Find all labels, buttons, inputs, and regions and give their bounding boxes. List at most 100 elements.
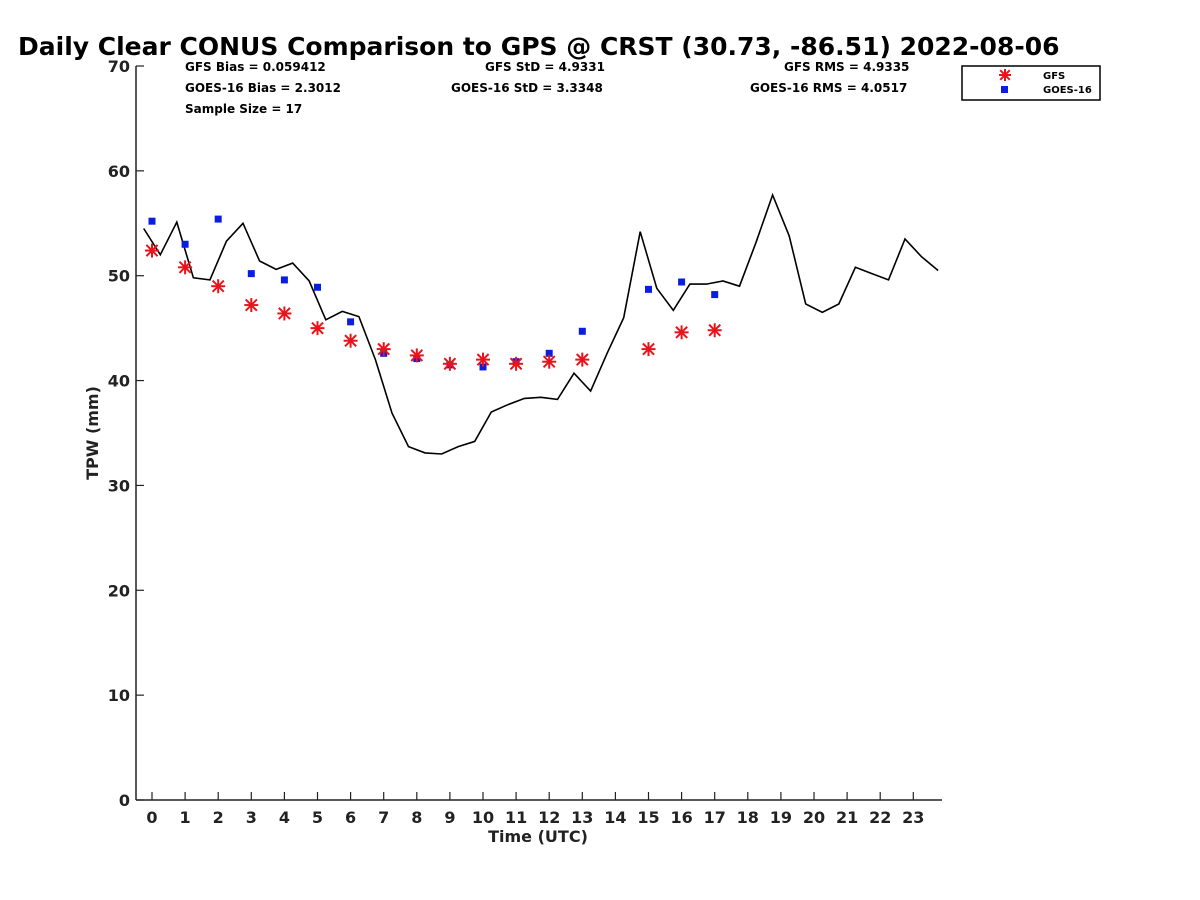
goes16-point	[645, 285, 652, 293]
x-tick-label: 2	[213, 808, 224, 827]
legend-goes-label: GOES-16	[1043, 85, 1092, 96]
gfs-point	[178, 260, 193, 275]
x-tick-label: 6	[345, 808, 356, 827]
legend: GFS GOES-16	[961, 65, 1101, 101]
stat-gfs-rms: GFS RMS = 4.9335	[784, 60, 909, 74]
asterisk-stroke	[244, 298, 258, 312]
plot-area	[143, 192, 939, 455]
y-tick-label: 0	[119, 791, 130, 810]
goes16-point	[214, 215, 222, 223]
goes16-point	[711, 291, 719, 299]
goes16-point	[314, 283, 321, 291]
asterisk-stroke	[642, 342, 655, 356]
x-tick-label: 20	[803, 808, 825, 827]
x-tick-label: 17	[704, 808, 726, 827]
gfs-point	[343, 333, 358, 348]
gfs-point	[211, 279, 226, 294]
goes16-point	[578, 327, 586, 335]
x-tick-label: 21	[836, 808, 858, 827]
asterisk-stroke	[410, 349, 424, 362]
gfs-point	[277, 306, 292, 321]
asterisk-stroke	[476, 353, 490, 366]
x-tick-label: 12	[538, 808, 560, 827]
x-tick-label: 4	[279, 808, 290, 827]
y-tick-label: 20	[108, 581, 130, 600]
asterisk-stroke	[211, 279, 225, 293]
x-axis-label: Time (UTC)	[488, 827, 588, 846]
x-tick-label: 0	[146, 808, 157, 827]
x-tick-label: 10	[472, 808, 494, 827]
gfs-point	[476, 352, 490, 367]
asterisk-stroke	[999, 69, 1011, 81]
stat-goes-std: GOES-16 StD = 3.3348	[451, 81, 603, 95]
x-tick-label: 15	[637, 808, 659, 827]
x-tick-label: 8	[411, 808, 422, 827]
x-tick-label: 7	[378, 808, 389, 827]
stat-sample-size: Sample Size = 17	[185, 102, 302, 116]
asterisk-stroke	[675, 326, 688, 339]
legend-gfs-label: GFS	[1043, 71, 1065, 82]
goes16-point	[347, 318, 355, 326]
asterisk-stroke	[311, 321, 324, 335]
gfs-point	[575, 352, 590, 367]
goes16-point	[678, 278, 686, 286]
goes16-point	[280, 276, 288, 284]
y-tick-label: 70	[108, 57, 130, 76]
goes16-point	[247, 270, 255, 278]
x-tick-label: 3	[246, 808, 257, 827]
x-tick-label: 14	[604, 808, 626, 827]
goes16-point	[181, 240, 189, 248]
gfs-point	[442, 356, 457, 371]
gfs-point	[542, 354, 557, 369]
gps-series-line	[143, 192, 939, 455]
y-axis-label: TPW (mm)	[83, 386, 102, 480]
gfs-point	[641, 342, 656, 357]
goes16-point	[148, 217, 156, 225]
asterisk-stroke	[542, 355, 556, 369]
y-tick-label: 10	[108, 686, 130, 705]
stats-block: GFS Bias = 0.059412 GOES-16 Bias = 2.301…	[185, 60, 909, 116]
stat-gfs-bias: GFS Bias = 0.059412	[185, 60, 326, 74]
asterisk-stroke	[509, 357, 523, 371]
gfs-point	[409, 348, 424, 363]
asterisk-stroke	[278, 307, 291, 320]
gfs-point	[509, 356, 524, 371]
legend-box	[961, 65, 1101, 101]
goes16-point	[545, 349, 553, 357]
x-tick-label: 18	[737, 808, 759, 827]
asterisk-stroke	[575, 353, 589, 366]
chart-title: Daily Clear CONUS Comparison to GPS @ CR…	[18, 32, 1060, 61]
stat-gfs-std: GFS StD = 4.9331	[485, 60, 605, 74]
gfs-point	[376, 342, 391, 357]
asterisk-stroke	[178, 261, 192, 274]
x-tick-label: 5	[312, 808, 323, 827]
asterisk-stroke	[344, 334, 357, 348]
x-tick-label: 22	[869, 808, 891, 827]
gfs-point	[707, 323, 722, 338]
x-tick-label: 1	[180, 808, 191, 827]
legend-gfs-marker	[999, 69, 1011, 81]
stat-goes-rms: GOES-16 RMS = 4.0517	[750, 81, 907, 95]
asterisk-stroke	[443, 357, 457, 371]
stat-goes-bias: GOES-16 Bias = 2.3012	[185, 81, 341, 95]
gfs-point	[244, 298, 259, 313]
x-tick-label: 9	[444, 808, 455, 827]
x-tick-label: 11	[505, 808, 527, 827]
gfs-point	[310, 321, 325, 336]
gfs-point	[674, 325, 689, 340]
asterisk-stroke	[145, 244, 159, 257]
legend-gfs-asterisk	[999, 69, 1011, 81]
x-tick-label: 19	[770, 808, 792, 827]
legend-goes-marker	[1001, 86, 1008, 93]
x-tick-label: 23	[902, 808, 924, 827]
asterisk-stroke	[708, 323, 722, 337]
x-tick-label: 13	[571, 808, 593, 827]
gfs-point	[145, 243, 159, 258]
y-tick-label: 40	[108, 372, 130, 391]
y-tick-label: 50	[108, 267, 130, 286]
y-tick-label: 60	[108, 162, 130, 181]
y-tick-label: 30	[108, 476, 130, 495]
asterisk-stroke	[377, 342, 391, 356]
